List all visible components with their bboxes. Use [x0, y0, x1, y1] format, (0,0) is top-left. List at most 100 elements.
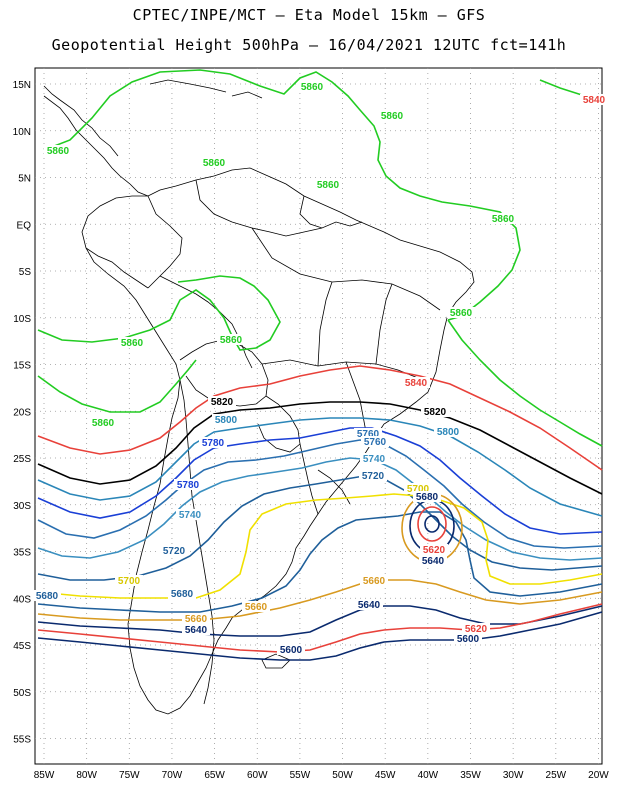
- contour-label: 5640: [185, 625, 208, 636]
- contour-label: 5620: [465, 624, 488, 635]
- contour-label-bg: [277, 644, 305, 655]
- longitude-labels: 85W 80W 75W 70W 65W 60W 55W 50W 45W 40W 35W 30W 25W 2…: [34, 770, 610, 781]
- contour-label-bg: [242, 601, 270, 612]
- coastline-cuba: [149, 79, 227, 93]
- contour-label: 5720: [163, 546, 186, 557]
- border-colombia: [147, 195, 183, 289]
- latitude-label: 25S: [13, 454, 31, 465]
- contour-label: 5800: [215, 415, 238, 426]
- contour-label: 5780: [177, 480, 200, 491]
- latitude-label: 5N: [18, 174, 31, 185]
- border-brazil-states-3: [317, 281, 333, 367]
- longitude-label: 65W: [204, 770, 225, 781]
- contour-label: 5860: [220, 335, 243, 346]
- contour-label-bg: [359, 470, 387, 481]
- contour-label: 5740: [179, 510, 202, 521]
- longitude-label: 40W: [418, 770, 439, 781]
- contour-5760: [37, 439, 603, 549]
- contour-label: 5680: [171, 589, 194, 600]
- contour-label: 5860: [203, 158, 226, 169]
- contour-label: 5600: [280, 645, 303, 656]
- title-model: CPTEC/INPE/MCT – Eta Model 15km – GFS: [132, 6, 486, 24]
- contour-label-bg: [89, 417, 117, 428]
- contour-label: 5860: [381, 111, 404, 122]
- coastline-falklands: [261, 653, 291, 669]
- contour-5820: [37, 401, 603, 495]
- contour-label-bg: [360, 453, 388, 464]
- contour-label: 5760: [364, 437, 387, 448]
- coastlines: [43, 79, 475, 715]
- border-brazil-states-2: [251, 227, 441, 311]
- contour-label-bg: [217, 334, 245, 345]
- latitude-label: 20S: [13, 407, 31, 418]
- border-brazil-uruguay: [317, 469, 351, 505]
- longitude-label: 70W: [162, 770, 183, 781]
- contour-labels: 5860 5860 5860 5860 5860 5860 5860 5860 5860 5860…: [33, 81, 608, 656]
- contour-label: 5860: [492, 214, 515, 225]
- contour-label-bg: [182, 624, 210, 635]
- longitude-label: 85W: [34, 770, 55, 781]
- low-ring-5620: [417, 506, 447, 542]
- contour-label-bg: [361, 436, 389, 447]
- coastline-south-america: [81, 167, 475, 715]
- contour-label-bg: [174, 479, 202, 490]
- contour-label: 5600: [457, 634, 480, 645]
- contour-label-bg: [208, 396, 236, 407]
- contour-label-bg: [33, 590, 61, 601]
- contour-label-bg: [176, 509, 204, 520]
- longitude-label: 75W: [119, 770, 140, 781]
- contour-5860-north: [43, 69, 521, 321]
- border-brazil-states-5: [345, 361, 367, 433]
- contour-label: 5820: [424, 407, 447, 418]
- latitude-label: 45S: [13, 641, 31, 652]
- contour-label: 5620: [423, 545, 446, 556]
- contour-label: 5820: [211, 397, 234, 408]
- contour-label-bg: [489, 213, 517, 224]
- latitude-label: 15N: [13, 80, 31, 91]
- contour-label: 5780: [202, 438, 225, 449]
- title-field: Geopotential Height 500hPa – 16/04/2021 …: [51, 36, 567, 54]
- contour-label-bg: [378, 110, 406, 121]
- contour-label: 5840: [583, 95, 606, 106]
- contour-5680: [37, 511, 603, 613]
- latitude-label: EQ: [17, 220, 32, 231]
- contour-label-bg: [580, 94, 608, 105]
- contour-label-bg: [212, 414, 240, 425]
- contour-label: 5640: [422, 556, 445, 567]
- contour-label: 5700: [407, 484, 430, 495]
- contour-5700: [37, 493, 603, 599]
- graticule: [35, 68, 602, 764]
- contour-5800: [37, 417, 603, 517]
- coastline-central-america-pacific: [43, 85, 119, 157]
- latitude-label: 10S: [13, 314, 31, 325]
- longitude-label: 25W: [546, 770, 567, 781]
- contour-label: 5720: [362, 471, 385, 482]
- latitude-label: 35S: [13, 548, 31, 559]
- contour-label: 5680: [416, 492, 439, 503]
- contour-label: 5860: [47, 146, 70, 157]
- longitude-label: 50W: [332, 770, 353, 781]
- contour-label-bg: [298, 81, 326, 92]
- contour-label-bg: [404, 483, 432, 494]
- latitude-label: 30S: [13, 501, 31, 512]
- contour-label-bg: [454, 633, 482, 644]
- contour-label-bg: [447, 307, 475, 318]
- contour-label-bg: [354, 428, 382, 439]
- contour-label-bg: [168, 588, 196, 599]
- latitude-label: 5S: [19, 267, 32, 278]
- contour-label-bg: [402, 377, 430, 388]
- contour-label-bg: [355, 599, 383, 610]
- contour-5600: [37, 611, 603, 661]
- contour-label-bg: [199, 437, 227, 448]
- contour-label: 5860: [450, 308, 473, 319]
- contour-5740: [37, 457, 603, 561]
- border-ecuador-peru: [85, 247, 149, 289]
- latitude-label: 40S: [13, 594, 31, 605]
- contour-label-bg: [160, 545, 188, 556]
- contour-label-bg: [200, 157, 228, 168]
- height-contours: [37, 69, 603, 661]
- contour-label: 5860: [301, 82, 324, 93]
- contour-label: 5740: [363, 454, 386, 465]
- contour-label: 5840: [405, 378, 428, 389]
- border-guianas: [299, 195, 363, 229]
